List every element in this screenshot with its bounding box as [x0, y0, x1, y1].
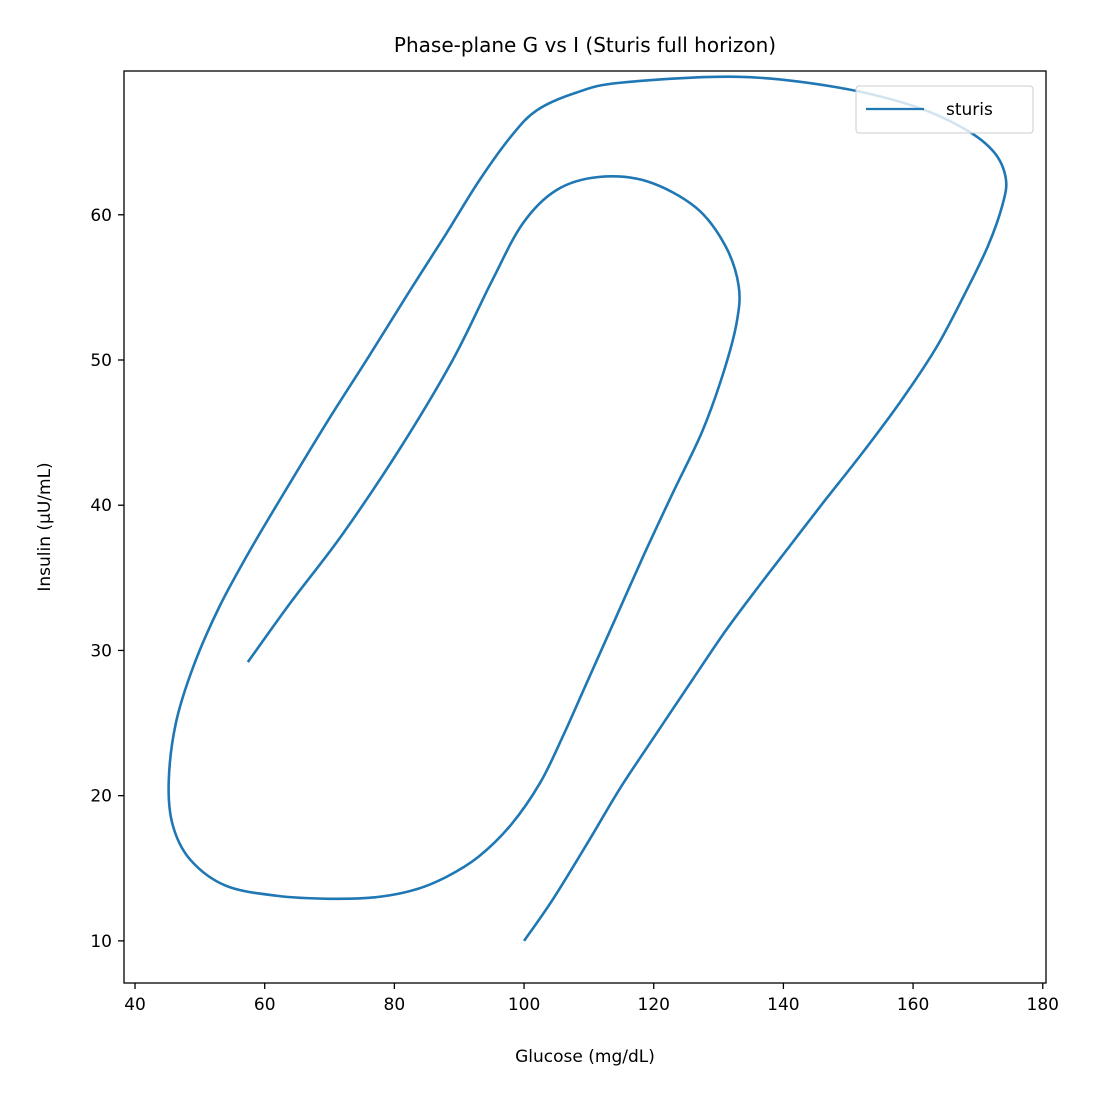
legend-label-sturis: sturis [946, 100, 993, 120]
x-tick-label: 180 [1027, 995, 1059, 1015]
plot-area [123, 70, 1047, 984]
series-line-sturis [167, 75, 1008, 942]
x-axis: 40 60 80 100 120 140 160 180 [124, 983, 1059, 1015]
x-tick-label: 40 [124, 995, 146, 1015]
x-tick-label: 120 [638, 995, 670, 1015]
y-tick-label: 50 [90, 351, 112, 371]
x-tick-label: 60 [254, 995, 276, 1015]
y-tick-label: 40 [90, 496, 112, 516]
x-tick-label: 80 [384, 995, 406, 1015]
x-tick-label: 140 [767, 995, 799, 1015]
x-tick-label: 100 [508, 995, 540, 1015]
y-axis: 10 20 30 40 50 60 [90, 206, 124, 952]
legend-frame [855, 85, 1034, 134]
y-tick-label: 30 [90, 641, 112, 661]
y-axis-label: Insulin (µU/mL) [35, 462, 55, 591]
legend: sturis [855, 85, 1034, 134]
x-axis-label: Glucose (mg/dL) [515, 1047, 655, 1067]
plot-frame [123, 70, 1047, 984]
y-tick-label: 60 [90, 206, 112, 226]
y-tick-label: 20 [90, 787, 112, 807]
x-tick-label: 160 [897, 995, 929, 1015]
chart-title: Phase-plane G vs I (Sturis full horizon) [394, 33, 776, 57]
y-tick-label: 10 [90, 932, 112, 952]
